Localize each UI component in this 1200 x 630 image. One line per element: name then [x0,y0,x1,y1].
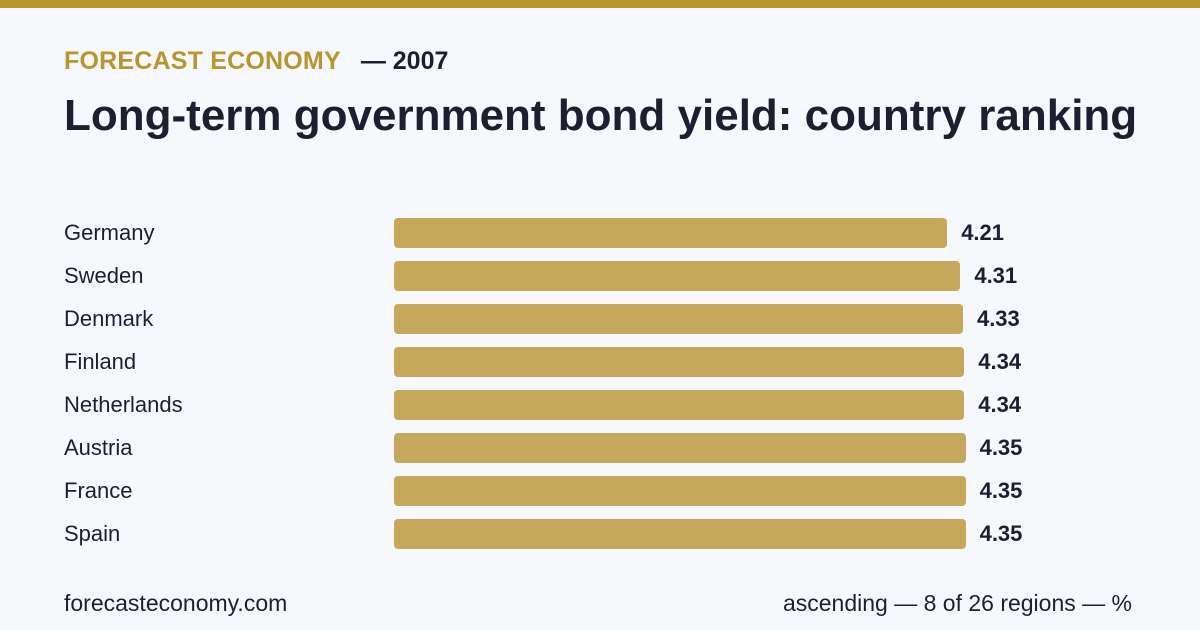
top-accent-bar [0,0,1200,8]
value-label: 4.35 [979,521,1023,546]
value-label: 4.35 [979,435,1023,460]
category-label: Austria [64,435,133,460]
value-label: 4.21 [961,220,1005,245]
value-label: 4.35 [979,478,1023,503]
source-label: forecasteconomy.com [64,590,288,616]
value-label: 4.33 [976,306,1020,331]
category-label: Finland [64,349,137,374]
category-label: Denmark [64,306,154,331]
chart-header: FORECAST ECONOMY — 2007 [64,44,448,78]
category-label: Sweden [64,263,144,288]
footer-note: ascending — 8 of 26 regions — % [782,590,1132,616]
category-label: Netherlands [64,392,183,417]
value-label: 4.34 [978,349,1022,374]
bar [394,261,961,291]
category-label: Germany [64,220,155,245]
year-label: — 2007 [360,46,449,75]
chart-title: Long-term government bond yield: country… [64,91,1138,140]
bar [394,519,966,549]
value-label: 4.31 [974,263,1018,288]
category-label: France [64,478,133,503]
bar [394,390,965,420]
bar [394,304,963,334]
bar [394,476,966,506]
bar [394,347,965,377]
category-label: Spain [64,521,121,546]
brand-label: FORECAST ECONOMY [64,46,341,75]
bar [394,433,966,463]
value-label: 4.34 [978,392,1022,417]
bar [394,218,948,248]
